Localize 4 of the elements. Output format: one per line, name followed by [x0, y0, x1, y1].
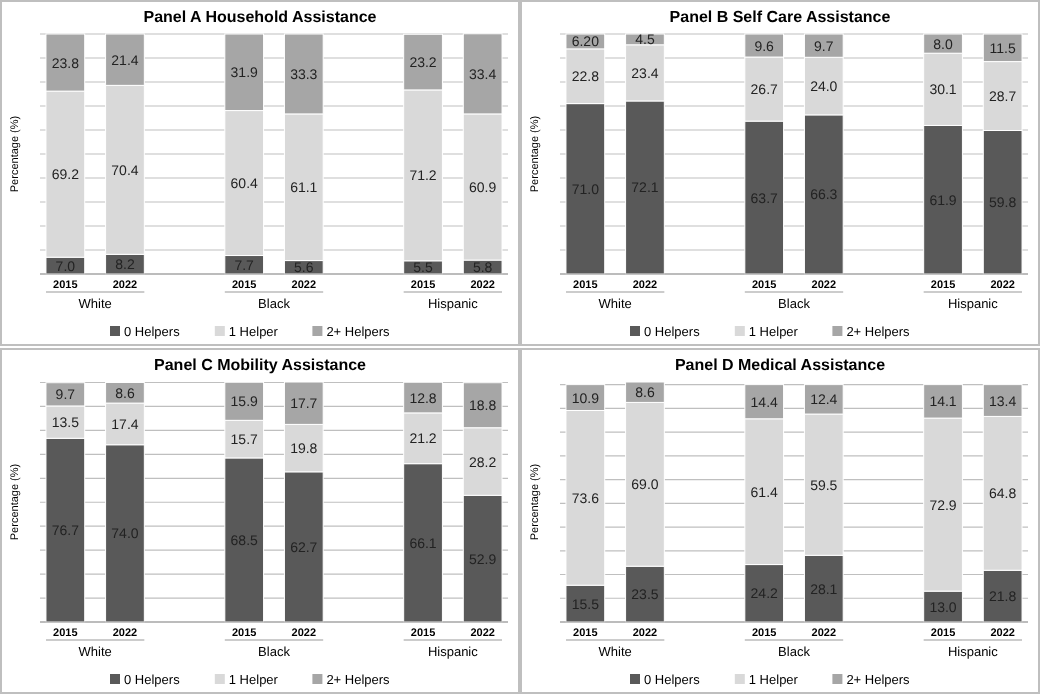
chart-title: Panel B Self Care Assistance	[669, 8, 892, 26]
chart-title: Panel C Mobility Assistance	[154, 356, 368, 374]
chart-title: Panel D Medical Assistance	[674, 356, 887, 374]
chart-title: Panel A Household Assistance	[143, 8, 378, 26]
